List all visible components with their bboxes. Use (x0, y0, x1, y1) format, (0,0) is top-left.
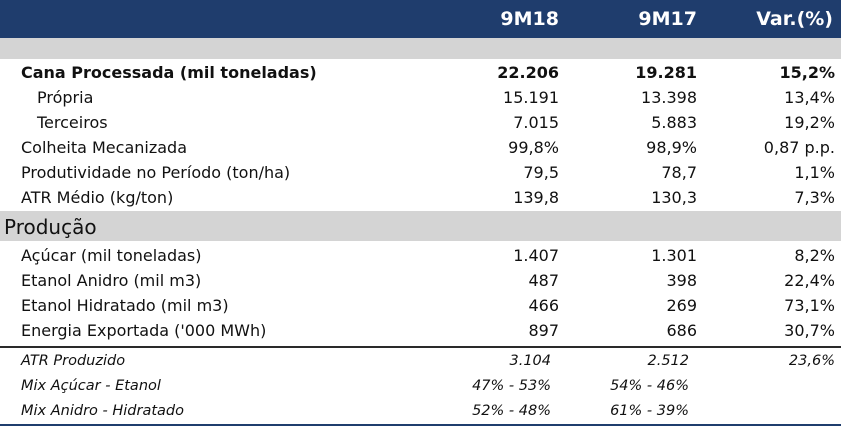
value-9m17: 398 (666, 271, 697, 290)
value-var: 23,6% (788, 353, 835, 369)
table-row: Produtividade no Período (ton/ha) 79,5 7… (0, 160, 841, 185)
row-label: Produtividade no Período (ton/ha) (21, 163, 291, 182)
value-9m17: 78,7 (661, 163, 697, 182)
section-band (0, 211, 841, 241)
col-9m18-header: 9M18 (500, 8, 559, 30)
value-9m18: 99,8% (508, 138, 559, 157)
value-var: 15,2% (779, 63, 835, 82)
table-row: Própria 15.191 13.398 13,4% (0, 85, 841, 110)
value-9m17: 54% - 46% (610, 378, 689, 394)
table-row: Cana Processada (mil toneladas) 22.206 1… (0, 60, 841, 85)
table-row: Mix Açúcar - Etanol 47% - 53% 54% - 46% (0, 374, 841, 399)
value-var: 30,7% (784, 321, 835, 340)
value-9m18: 79,5 (523, 163, 559, 182)
table-row: Colheita Mecanizada 99,8% 98,9% 0,87 p.p… (0, 135, 841, 160)
value-var: 8,2% (794, 246, 835, 265)
section-title: Produção (4, 215, 97, 239)
value-var: 22,4% (784, 271, 835, 290)
value-9m17: 2.512 (647, 353, 689, 369)
value-9m18: 15.191 (503, 88, 559, 107)
table-row: Energia Exportada ('000 MWh) 897 686 30,… (0, 318, 841, 343)
value-9m18: 897 (528, 321, 559, 340)
table-row: Etanol Anidro (mil m3) 487 398 22,4% (0, 268, 841, 293)
row-label: Mix Açúcar - Etanol (21, 378, 161, 394)
table-row: ATR Produzido 3.104 2.512 23,6% (0, 349, 841, 374)
value-9m17: 269 (666, 296, 697, 315)
row-label: ATR Produzido (21, 353, 126, 369)
value-9m17: 5.883 (651, 113, 697, 132)
table-row: Etanol Hidratado (mil m3) 466 269 73,1% (0, 293, 841, 318)
value-9m18: 3.104 (509, 353, 551, 369)
spacer-band (0, 38, 841, 59)
value-var: 73,1% (784, 296, 835, 315)
table-row: Terceiros 7.015 5.883 19,2% (0, 110, 841, 135)
row-label: Açúcar (mil toneladas) (21, 246, 202, 265)
value-9m17: 98,9% (646, 138, 697, 157)
row-label: Etanol Hidratado (mil m3) (21, 296, 229, 315)
row-label: Cana Processada (mil toneladas) (21, 63, 317, 82)
col-9m17-header: 9M17 (638, 8, 697, 30)
value-9m18: 52% - 48% (472, 403, 551, 419)
col-var-header: Var.(%) (756, 8, 833, 30)
value-9m18: 1.407 (513, 246, 559, 265)
value-var: 0,87 p.p. (763, 138, 835, 157)
table-row: ATR Médio (kg/ton) 139,8 130,3 7,3% (0, 185, 841, 210)
value-9m18: 7.015 (513, 113, 559, 132)
row-label: Própria (37, 88, 94, 107)
row-label: Colheita Mecanizada (21, 138, 187, 157)
row-label: Etanol Anidro (mil m3) (21, 271, 202, 290)
value-var: 19,2% (784, 113, 835, 132)
value-9m17: 1.301 (651, 246, 697, 265)
value-9m18: 139,8 (513, 188, 559, 207)
row-label: Mix Anidro - Hidratado (21, 403, 184, 419)
table-row: Açúcar (mil toneladas) 1.407 1.301 8,2% (0, 243, 841, 268)
row-label: Energia Exportada ('000 MWh) (21, 321, 267, 340)
divider (0, 346, 841, 348)
value-9m17: 130,3 (651, 188, 697, 207)
value-var: 13,4% (784, 88, 835, 107)
row-label: ATR Médio (kg/ton) (21, 188, 174, 207)
value-9m17: 13.398 (641, 88, 697, 107)
value-9m17: 686 (666, 321, 697, 340)
bottom-rule (0, 424, 841, 426)
table-header: 9M18 9M17 Var.(%) (0, 0, 841, 38)
table-row: Mix Anidro - Hidratado 52% - 48% 61% - 3… (0, 399, 841, 424)
value-9m18: 47% - 53% (472, 378, 551, 394)
value-var: 7,3% (794, 188, 835, 207)
value-9m17: 19.281 (635, 63, 697, 82)
row-label: Terceiros (37, 113, 108, 132)
value-9m17: 61% - 39% (610, 403, 689, 419)
value-9m18: 487 (528, 271, 559, 290)
value-9m18: 22.206 (497, 63, 559, 82)
value-var: 1,1% (794, 163, 835, 182)
value-9m18: 466 (528, 296, 559, 315)
